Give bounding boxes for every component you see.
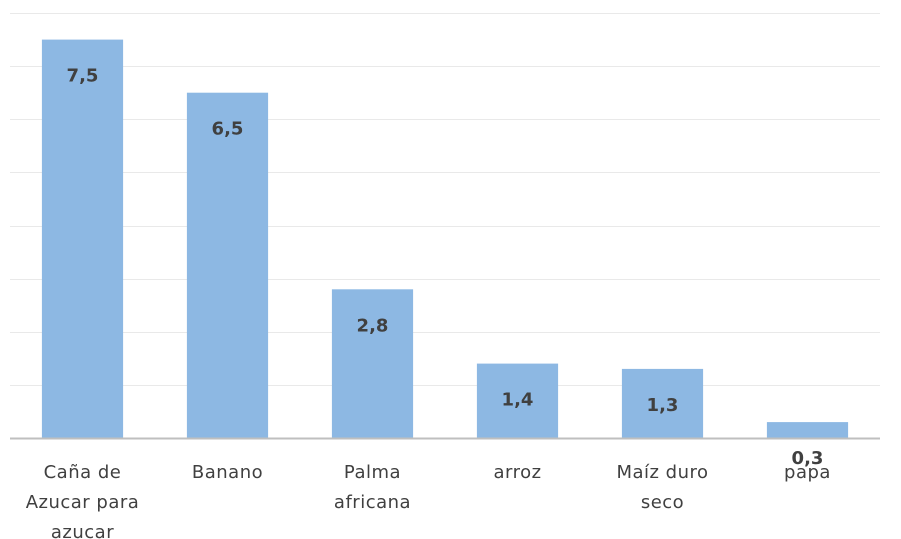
category-label: Palma africana [334,462,411,513]
category-label-line: Maíz duro [616,462,708,483]
category-label-line: azucar [51,522,114,539]
category-label-line: papa [784,462,831,483]
category-label-line: Palma [344,462,401,483]
category-label-line: arroz [493,462,541,483]
gridlines [10,13,880,386]
category-label: Banano [192,462,263,483]
category-label: Caña de Azucar para azucar [26,462,140,539]
data-label: 1,3 [647,395,679,416]
bar [186,92,269,438]
category-label-line: Caña de [44,462,122,483]
category-label-line: Banano [192,462,263,483]
data-label: 6,5 [212,119,244,140]
data-label: 1,4 [502,390,534,411]
bar [331,289,414,439]
bar [476,363,559,438]
category-label-line: seco [641,492,684,513]
category-label: papa [784,462,831,483]
category-label: Maíz duro seco [616,462,708,513]
bars [41,39,849,439]
bar [766,422,849,438]
data-label: 7,5 [67,66,99,87]
category-label: arroz [493,462,541,483]
data-label: 2,8 [357,315,389,336]
data-labels: 7,5 6,5 2,8 1,4 1,3 0,3 [67,66,824,470]
category-label-line: africana [334,492,411,513]
bar [41,39,124,438]
category-label-line: Azucar para [26,492,140,513]
category-labels: Caña de Azucar para azucar Banano Palma afric… [26,462,831,539]
bar [621,368,704,438]
data-label: 0,3 [792,448,824,469]
